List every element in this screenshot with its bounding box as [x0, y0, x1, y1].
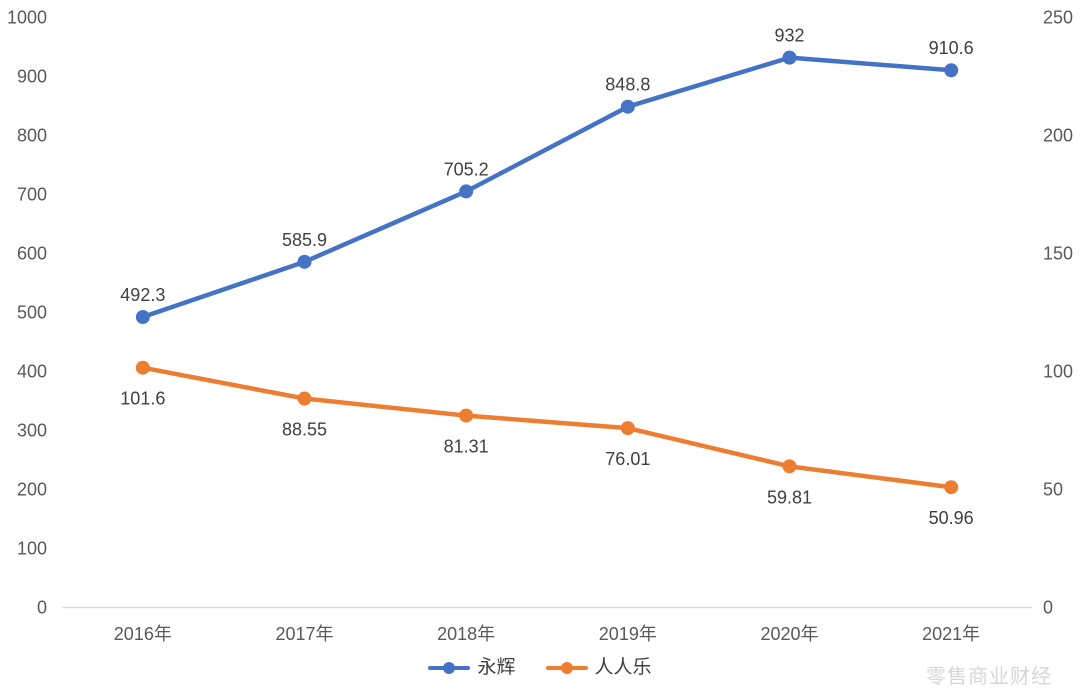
data-label-0: 492.3 — [120, 285, 165, 305]
data-label-1: 81.31 — [444, 437, 489, 457]
series-point-0 — [782, 50, 797, 65]
left-axis-tick-label: 700 — [17, 185, 47, 205]
series-point-1 — [944, 480, 959, 495]
legend-marker-renrenle-icon — [545, 661, 588, 674]
x-axis-tick-label: 2016年 — [114, 624, 172, 644]
left-axis-tick-label: 400 — [17, 362, 47, 382]
chart-legend: 永辉 人人乐 — [0, 658, 1080, 677]
left-axis-tick-label: 100 — [17, 539, 47, 559]
series-point-0 — [297, 254, 312, 269]
data-label-1: 101.6 — [120, 389, 165, 409]
right-axis-tick-label: 100 — [1043, 362, 1073, 382]
series-point-1 — [297, 391, 312, 406]
x-axis-tick-label: 2017年 — [275, 624, 333, 644]
x-axis-tick-label: 2019年 — [599, 624, 657, 644]
right-axis-tick-label: 50 — [1043, 480, 1063, 500]
right-axis-tick-label: 0 — [1043, 598, 1053, 618]
left-axis-tick-label: 500 — [17, 303, 47, 323]
data-label-1: 76.01 — [605, 449, 650, 469]
x-axis-tick-label: 2020年 — [760, 624, 818, 644]
series-point-1 — [459, 408, 474, 423]
legend-label-yonghui: 永辉 — [477, 657, 516, 678]
series-point-0 — [459, 184, 474, 199]
left-axis-tick-label: 1000 — [7, 8, 47, 28]
left-axis-tick-label: 300 — [17, 421, 47, 441]
series-line-1 — [140, 365, 954, 490]
left-axis-tick-label: 800 — [17, 126, 47, 146]
series-line-0 — [140, 55, 954, 320]
x-axis-tick-label: 2021年 — [922, 624, 980, 644]
series-point-1 — [782, 459, 797, 474]
data-label-0: 932 — [774, 26, 804, 46]
data-label-1: 50.96 — [929, 508, 974, 528]
left-axis-tick-label: 0 — [37, 598, 47, 618]
legend-item-renrenle: 人人乐 — [545, 657, 652, 678]
left-axis-tick-label: 900 — [17, 67, 47, 87]
x-axis-tick-label: 2018年 — [437, 624, 495, 644]
series-point-0 — [135, 310, 150, 325]
series-point-1 — [620, 421, 635, 436]
legend-label-renrenle: 人人乐 — [594, 657, 652, 678]
series-point-0 — [944, 63, 959, 78]
data-label-0: 848.8 — [605, 75, 650, 95]
data-label-0: 910.6 — [929, 38, 974, 58]
right-axis-tick-label: 200 — [1043, 126, 1073, 146]
watermark: 零售商业财经 — [926, 666, 1052, 688]
right-axis-tick-label: 150 — [1043, 244, 1073, 264]
data-label-0: 585.9 — [282, 230, 327, 250]
legend-item-yonghui: 永辉 — [428, 657, 516, 678]
legend-marker-yonghui-icon — [428, 661, 471, 674]
series-point-0 — [620, 99, 635, 114]
left-axis-tick-label: 200 — [17, 480, 47, 500]
data-label-0: 705.2 — [444, 159, 489, 179]
series-point-1 — [135, 360, 150, 375]
data-label-1: 88.55 — [282, 420, 327, 440]
left-axis-tick-label: 600 — [17, 244, 47, 264]
data-label-1: 59.81 — [767, 487, 812, 507]
right-axis-tick-label: 250 — [1043, 8, 1073, 28]
